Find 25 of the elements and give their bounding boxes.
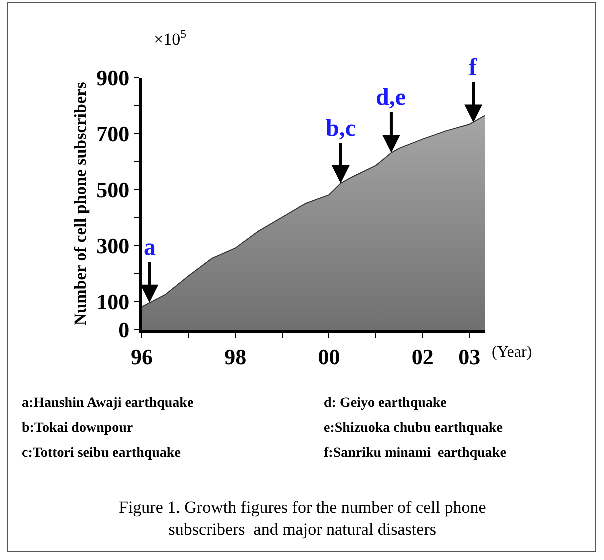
y-tick-label: 300 — [96, 234, 130, 259]
x-tick-label: 00 — [318, 344, 340, 370]
text: f:Sanriku minami earthquake — [324, 446, 506, 461]
y-tick-label: 0 — [118, 318, 130, 343]
caption: Figure 1. Growth figures for the number of cell phone subscribers and major natural disasters — [119, 498, 486, 540]
x-tick-label: 03 — [458, 344, 481, 370]
annotation: f — [469, 55, 478, 81]
x-tick-label: 96 — [131, 344, 153, 370]
text: e:Shizuoka chubu earthquake — [324, 421, 503, 436]
y-tick-label: 700 — [96, 122, 130, 147]
x-axis-title: (Year) — [492, 344, 532, 361]
text: a:Hanshin Awaji earthquake — [22, 396, 194, 411]
x-tick-label: 02 — [412, 344, 434, 370]
y-tick-label: 100 — [96, 290, 130, 315]
text: c:Tottori seibu earthquake — [22, 446, 181, 461]
annotation: d,e — [376, 85, 406, 111]
annotation: b,c — [326, 116, 356, 142]
y-tick-label: 900 — [96, 66, 130, 91]
x-tick-label: 98 — [224, 344, 247, 370]
y-axis-title: Number of cell phone subscribers — [71, 82, 90, 326]
text: d: Geiyo earthquake — [324, 396, 447, 411]
text: ×10$^{5}$ — [154, 27, 187, 50]
y-tick-label: 500 — [96, 178, 130, 203]
text: b:Tokai downpour — [22, 421, 134, 436]
annotation: a — [144, 235, 156, 261]
